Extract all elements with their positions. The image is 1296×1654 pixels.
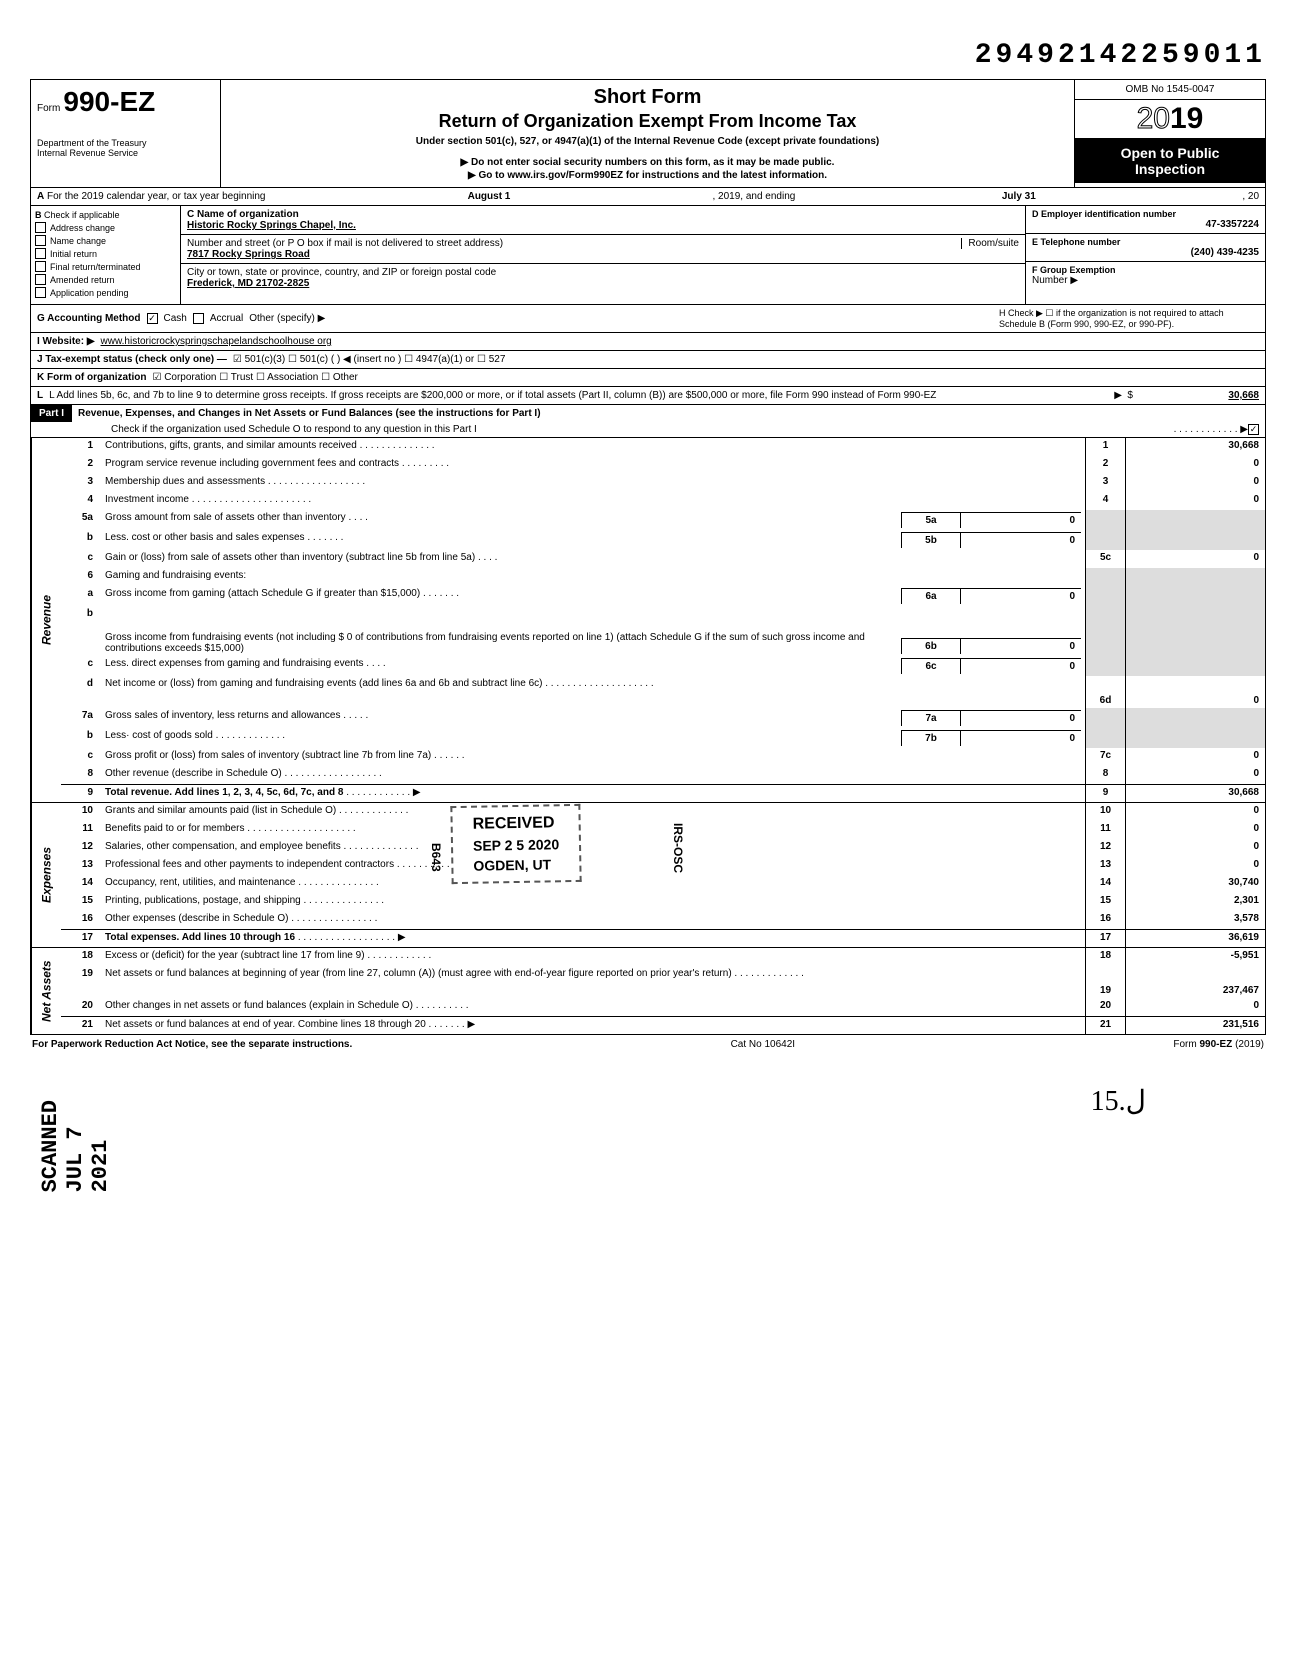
return-subtitle: Under section 501(c), 527, or 4947(a)(1)… bbox=[229, 136, 1066, 147]
amt-10: 0 bbox=[1125, 803, 1265, 821]
scanned-stamp: SCANNED JUL 7 2021 bbox=[38, 1100, 113, 1192]
amt-18: -5,951 bbox=[1125, 948, 1265, 966]
phone-label: E Telephone number bbox=[1032, 237, 1259, 247]
part1-label: Part I bbox=[31, 405, 72, 422]
row-j-tax-status: J Tax-exempt status (check only one) — ☑… bbox=[30, 351, 1266, 369]
addr-label: Number and street (or P O box if mail is… bbox=[187, 238, 961, 249]
group-exempt-label: F Group Exemption bbox=[1032, 265, 1259, 275]
amt-19: 237,467 bbox=[1125, 966, 1265, 998]
form-prefix: Form bbox=[37, 103, 60, 114]
website-value: www.historicrockyspringschapelandschoolh… bbox=[101, 336, 332, 347]
page-footer: For Paperwork Reduction Act Notice, see … bbox=[30, 1035, 1266, 1054]
row-g-accounting: G Accounting Method ✓Cash Accrual Other … bbox=[30, 305, 1266, 333]
amt-5b: 0 bbox=[961, 532, 1081, 548]
side-revenue: Revenue bbox=[31, 438, 61, 802]
footer-form: Form 990-EZ (2019) bbox=[1173, 1039, 1264, 1050]
part1-title: Revenue, Expenses, and Changes in Net As… bbox=[72, 405, 547, 422]
amt-2: 0 bbox=[1125, 456, 1265, 474]
amt-7c: 0 bbox=[1125, 748, 1265, 766]
stamp-received: RECEIVED SEP 2 5 2020 OGDEN, UT bbox=[450, 804, 581, 884]
ein-value: 47-3357224 bbox=[1032, 219, 1259, 230]
amt-17: 36,619 bbox=[1125, 930, 1265, 947]
org-address: 7817 Rocky Springs Road bbox=[187, 249, 1019, 260]
chk-amended-return[interactable] bbox=[35, 274, 46, 285]
ssn-note: ▶ Do not enter social security numbers o… bbox=[229, 157, 1066, 168]
org-city: Frederick, MD 21702-2825 bbox=[187, 278, 1019, 289]
amt-20: 0 bbox=[1125, 998, 1265, 1016]
dept-treasury: Department of the Treasury bbox=[37, 138, 214, 148]
amt-6c: 0 bbox=[961, 658, 1081, 674]
side-net-assets: Net Assets bbox=[31, 948, 61, 1034]
amt-7b: 0 bbox=[961, 730, 1081, 746]
amt-3: 0 bbox=[1125, 474, 1265, 492]
stamp-irs-osc: IRS-OSC bbox=[671, 823, 685, 873]
return-title: Return of Organization Exempt From Incom… bbox=[229, 111, 1066, 132]
stamp-b643: B643 bbox=[429, 843, 443, 872]
form-header: Form 990-EZ Department of the Treasury I… bbox=[30, 79, 1266, 188]
ein-label: D Employer identification number bbox=[1032, 209, 1259, 219]
row-l-gross-receipts: L L Add lines 5b, 6c, and 7b to line 9 t… bbox=[30, 387, 1266, 405]
amt-15: 2,301 bbox=[1125, 893, 1265, 911]
amt-14: 30,740 bbox=[1125, 875, 1265, 893]
gross-receipts-amount: 30,668 bbox=[1139, 390, 1259, 401]
amt-1: 30,668 bbox=[1125, 438, 1265, 456]
side-expenses: Expenses bbox=[31, 803, 61, 947]
dept-irs: Internal Revenue Service bbox=[37, 148, 214, 158]
row-i-website: I Website: ▶ www.historicrockyspringscha… bbox=[30, 333, 1266, 351]
chk-name-change[interactable] bbox=[35, 235, 46, 246]
amt-8: 0 bbox=[1125, 766, 1265, 784]
amt-12: 0 bbox=[1125, 839, 1265, 857]
row-h-schedule-b: H Check ▶ ☐ if the organization is not r… bbox=[999, 308, 1259, 329]
room-label: Room/suite bbox=[961, 238, 1019, 249]
amt-21: 231,516 bbox=[1125, 1017, 1265, 1034]
row-a-tax-year: A For the 2019 calendar year, or tax yea… bbox=[30, 188, 1266, 206]
group-exempt-number: Number ▶ bbox=[1032, 275, 1259, 286]
amt-13: 0 bbox=[1125, 857, 1265, 875]
org-name-label: C Name of organization bbox=[187, 209, 1019, 220]
city-label: City or town, state or province, country… bbox=[187, 267, 1019, 278]
inspection: Inspection bbox=[1081, 161, 1259, 177]
org-info-block: B Check if applicable Address change Nam… bbox=[30, 206, 1266, 305]
footer-left: For Paperwork Reduction Act Notice, see … bbox=[32, 1039, 352, 1050]
handwritten-note: ل.15 bbox=[30, 1084, 1266, 1118]
col-b-label: B bbox=[35, 210, 42, 220]
amt-16: 3,578 bbox=[1125, 911, 1265, 929]
chk-final-return[interactable] bbox=[35, 261, 46, 272]
amt-11: 0 bbox=[1125, 821, 1265, 839]
amt-6b: 0 bbox=[961, 638, 1081, 654]
org-name: Historic Rocky Springs Chapel, Inc. bbox=[187, 220, 1019, 231]
amt-5a: 0 bbox=[961, 512, 1081, 528]
chk-accrual[interactable] bbox=[193, 313, 204, 324]
amt-5c: 0 bbox=[1125, 550, 1265, 568]
chk-cash[interactable]: ✓ bbox=[147, 313, 158, 324]
omb-number: OMB No 1545-0047 bbox=[1075, 80, 1265, 100]
part1-table: Revenue 1Contributions, gifts, grants, a… bbox=[30, 438, 1266, 1035]
chk-initial-return[interactable] bbox=[35, 248, 46, 259]
chk-address-change[interactable] bbox=[35, 222, 46, 233]
footer-cat: Cat No 10642I bbox=[731, 1039, 796, 1050]
amt-6d: 0 bbox=[1125, 676, 1265, 708]
chk-application-pending[interactable] bbox=[35, 287, 46, 298]
tax-year: 20201919 bbox=[1075, 100, 1265, 139]
chk-schedule-o[interactable]: ✓ bbox=[1248, 424, 1259, 435]
phone-value: (240) 439-4235 bbox=[1032, 247, 1259, 258]
amt-7a: 0 bbox=[961, 710, 1081, 726]
row-k-form-org: K Form of organization ☑ Corporation ☐ T… bbox=[30, 369, 1266, 387]
amt-6a: 0 bbox=[961, 588, 1081, 604]
short-form-label: Short Form bbox=[229, 86, 1066, 109]
amt-9: 30,668 bbox=[1125, 785, 1265, 802]
form-number: 990-EZ bbox=[63, 86, 155, 117]
document-id: 29492142259011 bbox=[30, 40, 1266, 71]
amt-4: 0 bbox=[1125, 492, 1265, 510]
part1-check-line: Check if the organization used Schedule … bbox=[111, 424, 1174, 435]
website-note: ▶ Go to www.irs.gov/Form990EZ for instru… bbox=[229, 170, 1066, 181]
open-public: Open to Public bbox=[1081, 145, 1259, 161]
